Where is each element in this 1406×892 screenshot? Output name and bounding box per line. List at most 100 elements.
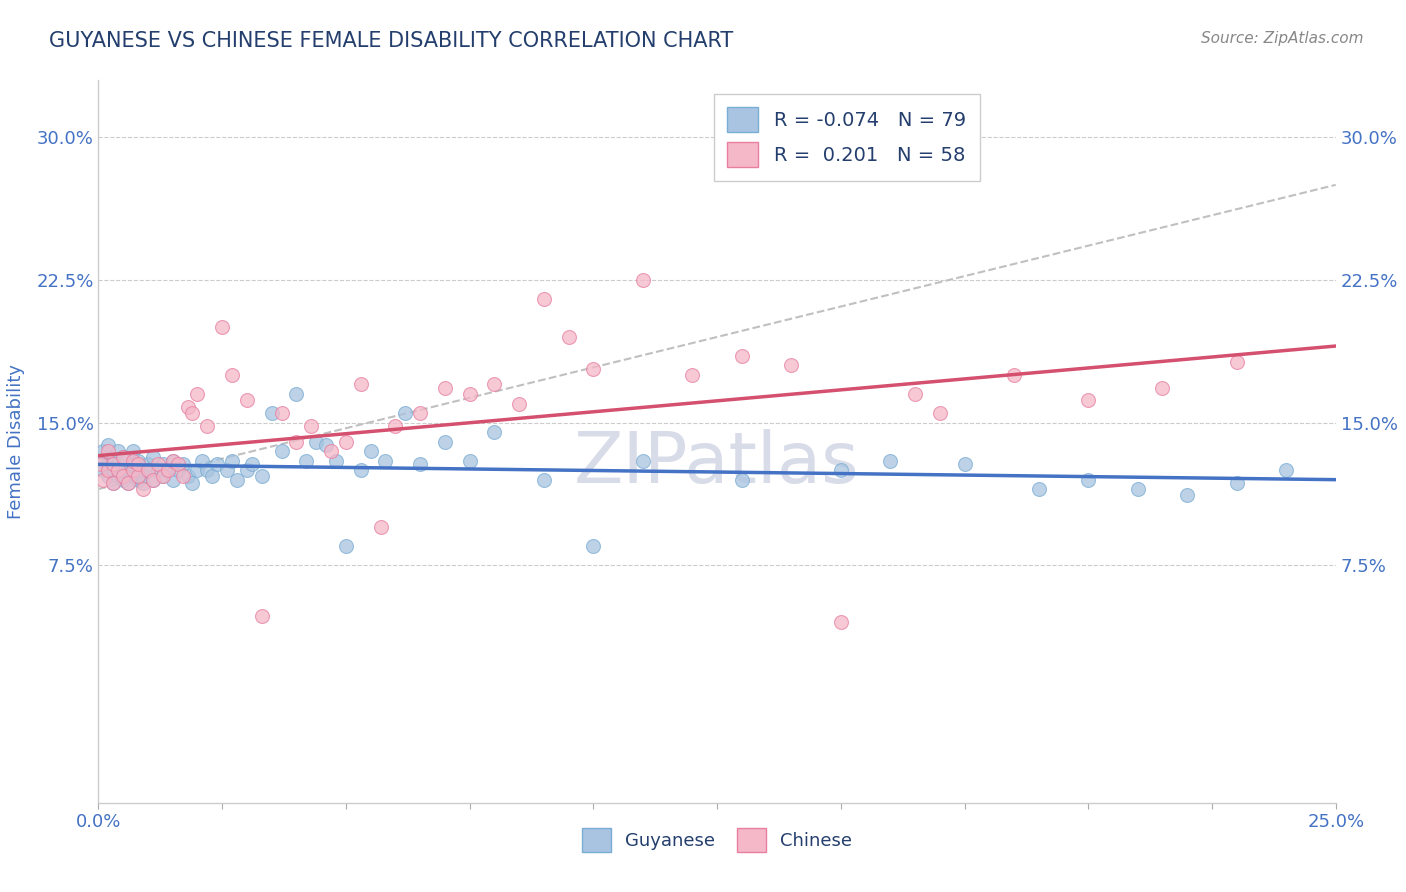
Point	[508, 396, 530, 410]
Point	[780, 359, 803, 373]
Point	[97, 468, 120, 483]
Point	[201, 468, 224, 483]
Point	[319, 444, 342, 458]
Point	[1275, 463, 1298, 477]
Point	[533, 473, 555, 487]
Text: Source: ZipAtlas.com: Source: ZipAtlas.com	[1201, 31, 1364, 46]
Legend: Guyanese, Chinese: Guyanese, Chinese	[575, 822, 859, 859]
Point	[117, 476, 139, 491]
Text: GUYANESE VS CHINESE FEMALE DISABILITY CORRELATION CHART: GUYANESE VS CHINESE FEMALE DISABILITY CO…	[49, 31, 734, 51]
Point	[132, 482, 155, 496]
Point	[335, 539, 357, 553]
Point	[260, 406, 283, 420]
Point	[433, 434, 456, 449]
Point	[409, 458, 432, 472]
Point	[90, 458, 112, 472]
Point	[107, 468, 129, 483]
Point	[631, 453, 654, 467]
Point	[103, 453, 125, 467]
Point	[152, 458, 174, 472]
Point	[146, 458, 169, 472]
Point	[146, 463, 169, 477]
Point	[152, 468, 174, 483]
Point	[250, 468, 273, 483]
Point	[409, 406, 432, 420]
Point	[97, 463, 120, 477]
Point	[142, 473, 165, 487]
Point	[142, 473, 165, 487]
Point	[217, 463, 239, 477]
Point	[731, 349, 754, 363]
Point	[350, 463, 373, 477]
Point	[127, 458, 149, 472]
Point	[156, 463, 179, 477]
Point	[136, 458, 159, 472]
Point	[904, 387, 927, 401]
Text: ZIPatlas: ZIPatlas	[574, 429, 860, 498]
Point	[211, 320, 233, 334]
Point	[236, 463, 259, 477]
Point	[221, 453, 243, 467]
Point	[384, 419, 406, 434]
Point	[557, 330, 579, 344]
Point	[195, 419, 218, 434]
Point	[582, 539, 605, 553]
Point	[236, 392, 259, 407]
Point	[127, 463, 149, 477]
Point	[172, 458, 194, 472]
Point	[172, 468, 194, 483]
Point	[195, 463, 218, 477]
Point	[122, 458, 145, 472]
Point	[295, 453, 318, 467]
Point	[107, 458, 129, 472]
Point	[136, 463, 159, 477]
Point	[90, 453, 112, 467]
Point	[132, 476, 155, 491]
Point	[117, 476, 139, 491]
Point	[433, 381, 456, 395]
Point	[112, 450, 135, 464]
Point	[176, 468, 198, 483]
Point	[112, 450, 135, 464]
Point	[93, 473, 115, 487]
Point	[270, 406, 292, 420]
Point	[458, 387, 481, 401]
Point	[221, 368, 243, 382]
Point	[1226, 354, 1249, 368]
Point	[103, 476, 125, 491]
Point	[1126, 482, 1149, 496]
Point	[107, 463, 129, 477]
Point	[582, 362, 605, 376]
Point	[205, 458, 228, 472]
Point	[533, 292, 555, 306]
Point	[1175, 488, 1198, 502]
Point	[360, 444, 382, 458]
Point	[117, 463, 139, 477]
Point	[270, 444, 292, 458]
Point	[731, 473, 754, 487]
Point	[681, 368, 703, 382]
Point	[176, 401, 198, 415]
Point	[127, 468, 149, 483]
Point	[122, 463, 145, 477]
Point	[122, 468, 145, 483]
Point	[186, 387, 208, 401]
Point	[181, 476, 204, 491]
Point	[103, 463, 125, 477]
Point	[830, 615, 852, 630]
Point	[166, 458, 188, 472]
Point	[93, 444, 115, 458]
Point	[112, 463, 135, 477]
Point	[112, 468, 135, 483]
Point	[394, 406, 416, 420]
Point	[127, 453, 149, 467]
Point	[1002, 368, 1025, 382]
Point	[350, 377, 373, 392]
Point	[305, 434, 328, 449]
Point	[285, 387, 308, 401]
Point	[325, 453, 347, 467]
Point	[156, 463, 179, 477]
Point	[1226, 476, 1249, 491]
Point	[458, 453, 481, 467]
Point	[93, 463, 115, 477]
